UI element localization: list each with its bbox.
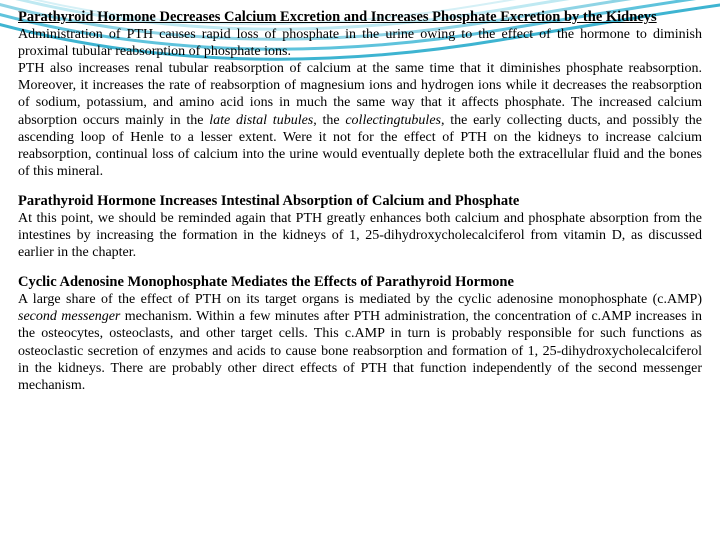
- italic-late-distal: late distal tubules: [209, 113, 313, 128]
- heading-kidney: Parathyroid Hormone Decreases Calcium Ex…: [18, 8, 702, 26]
- section-intestinal-absorption: Parathyroid Hormone Increases Intestinal…: [18, 192, 702, 261]
- heading-camp: Cyclic Adenosine Monophosphate Mediates …: [18, 273, 702, 291]
- para-kidney-2: PTH also increases renal tubular reabsor…: [18, 60, 702, 180]
- para-kidney-1: Administration of PTH causes rapid loss …: [18, 26, 702, 60]
- italic-collecting: collectingtubules: [345, 113, 441, 128]
- heading-intestinal: Parathyroid Hormone Increases Intestinal…: [18, 192, 702, 210]
- text-run: , the: [313, 113, 345, 128]
- italic-second-messenger: second messenger: [18, 309, 120, 324]
- text-run: mechanism. Within a few minutes after PT…: [18, 309, 702, 392]
- section-camp: Cyclic Adenosine Monophosphate Mediates …: [18, 273, 702, 394]
- para-camp-1: A large share of the effect of PTH on it…: [18, 291, 702, 393]
- para-intestinal-1: At this point, we should be reminded aga…: [18, 210, 702, 261]
- text-run: A large share of the effect of PTH on it…: [18, 292, 702, 307]
- document-content: Parathyroid Hormone Decreases Calcium Ex…: [0, 0, 720, 416]
- section-kidney-excretion: Parathyroid Hormone Decreases Calcium Ex…: [18, 8, 702, 180]
